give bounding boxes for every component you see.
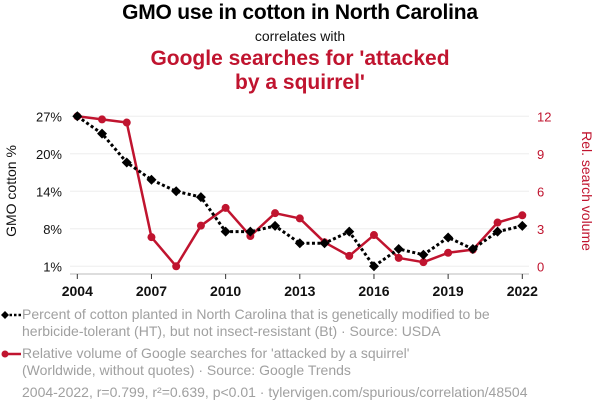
legend-text-line2: (Worldwide, without quotes) · Source: Go… [22, 362, 351, 378]
chart-subtitle: correlates with [254, 28, 346, 44]
x-tick-label: 2010 [210, 283, 241, 299]
data-point-diamond [393, 243, 404, 254]
left-axis-title: GMO cotton % [3, 145, 19, 237]
left-tick-label: 1% [43, 259, 62, 274]
data-point-circle [419, 258, 428, 267]
chart-title-secondary-line2: by a squirrel' [235, 71, 365, 94]
x-axis: 2004 2007 2010 2013 2016 2019 2022 [62, 273, 538, 299]
series-gmo-cotton [72, 111, 528, 272]
chart-title: GMO use in cotton in North Carolina [122, 1, 478, 24]
data-point-circle [122, 118, 131, 127]
right-axis-title: Rel. search volume [579, 131, 595, 251]
right-tick-label: 12 [537, 109, 551, 124]
data-point-circle [271, 209, 280, 218]
data-point-diamond [443, 232, 454, 243]
data-point-circle [493, 218, 502, 227]
data-point-circle [345, 251, 354, 260]
data-point-circle [196, 221, 205, 230]
right-tick-label: 9 [537, 147, 544, 162]
data-point-diamond [72, 111, 83, 122]
data-point-diamond [517, 220, 528, 231]
x-tick-label: 2013 [284, 283, 315, 299]
data-point-diamond [368, 261, 379, 272]
circle-marker-icon [1, 350, 21, 358]
diamond-marker-icon [1, 311, 21, 319]
data-point-diamond [245, 226, 256, 237]
data-point-circle [369, 231, 378, 240]
data-point-diamond [97, 128, 108, 139]
x-tick-label: 2007 [136, 283, 167, 299]
data-point-diamond [121, 157, 132, 168]
data-point-circle [444, 248, 453, 257]
data-point-diamond [270, 220, 281, 231]
data-point-circle [98, 115, 107, 124]
x-tick-label: 2022 [507, 283, 538, 299]
right-tick-label: 3 [537, 222, 544, 237]
left-tick-label: 14% [36, 184, 62, 199]
right-axis: 12 9 6 3 0 [537, 109, 551, 274]
chart-title-secondary: Google searches for 'attacked by a squir… [0, 47, 600, 95]
data-point-circle [394, 253, 403, 262]
data-point-diamond [146, 174, 157, 185]
data-point-diamond [220, 226, 231, 237]
legend-text-line1: Percent of cotton planted in North Carol… [22, 306, 490, 322]
data-point-diamond [171, 186, 182, 197]
legend-text-line2: herbicide-tolerant (HT), but not insect-… [22, 323, 441, 339]
x-tick-label: 2004 [62, 283, 93, 299]
left-tick-label: 27% [36, 109, 62, 124]
data-point-circle [147, 233, 156, 242]
legend-text-line1: Relative volume of Google searches for '… [22, 345, 410, 361]
legend-item-google-searches: Relative volume of Google searches for '… [1, 345, 592, 379]
right-tick-label: 6 [537, 184, 544, 199]
legend-item-gmo-cotton: Percent of cotton planted in North Carol… [1, 306, 592, 340]
data-point-diamond [319, 238, 330, 249]
data-point-circle [295, 214, 304, 223]
gridlines [70, 115, 529, 267]
left-tick-label: 8% [43, 222, 62, 237]
data-point-diamond [344, 226, 355, 237]
series-layer [72, 111, 528, 272]
data-point-circle [518, 211, 527, 220]
data-point-diamond [418, 249, 429, 260]
data-point-diamond [195, 192, 206, 203]
x-tick-label: 2019 [433, 283, 464, 299]
data-point-circle [221, 203, 230, 212]
chart-title-secondary-line1: Google searches for 'attacked [150, 47, 450, 70]
data-point-diamond [294, 238, 305, 249]
right-tick-label: 0 [537, 259, 544, 274]
data-point-diamond [467, 243, 478, 254]
x-tick-label: 2016 [358, 283, 389, 299]
data-point-diamond [492, 226, 503, 237]
left-axis: 27% 20% 14% 8% 1% [36, 109, 62, 274]
data-point-circle [172, 262, 181, 271]
footer-stats: 2004-2022, r=0.799, r²=0.639, p<0.01 · t… [22, 384, 528, 400]
left-tick-label: 20% [36, 147, 62, 162]
